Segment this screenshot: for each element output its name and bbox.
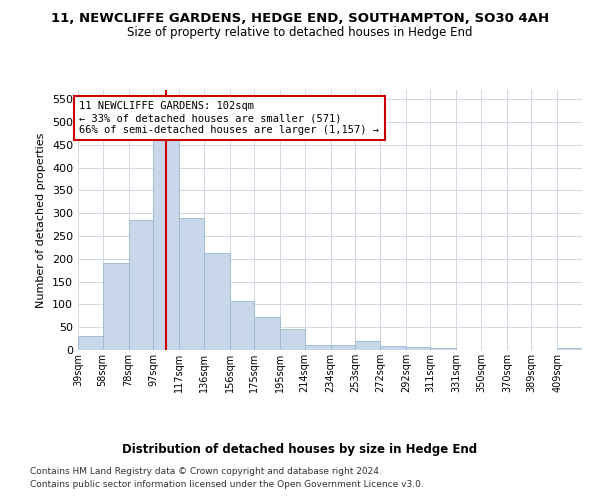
Text: 11, NEWCLIFFE GARDENS, HEDGE END, SOUTHAMPTON, SO30 4AH: 11, NEWCLIFFE GARDENS, HEDGE END, SOUTHA… bbox=[51, 12, 549, 26]
Text: 11 NEWCLIFFE GARDENS: 102sqm
← 33% of detached houses are smaller (571)
66% of s: 11 NEWCLIFFE GARDENS: 102sqm ← 33% of de… bbox=[79, 102, 379, 134]
Bar bbox=[78, 336, 103, 350]
Bar bbox=[254, 317, 280, 350]
Bar bbox=[430, 348, 457, 350]
Bar bbox=[557, 348, 582, 350]
Bar bbox=[406, 347, 430, 350]
Bar bbox=[331, 344, 355, 350]
Text: Distribution of detached houses by size in Hedge End: Distribution of detached houses by size … bbox=[122, 442, 478, 456]
Bar bbox=[128, 220, 153, 350]
Y-axis label: Number of detached properties: Number of detached properties bbox=[37, 132, 46, 308]
Bar bbox=[179, 218, 203, 350]
Bar bbox=[103, 264, 128, 350]
Text: Size of property relative to detached houses in Hedge End: Size of property relative to detached ho… bbox=[127, 26, 473, 39]
Text: Contains public sector information licensed under the Open Government Licence v3: Contains public sector information licen… bbox=[30, 480, 424, 489]
Text: Contains HM Land Registry data © Crown copyright and database right 2024.: Contains HM Land Registry data © Crown c… bbox=[30, 468, 382, 476]
Bar bbox=[305, 344, 331, 350]
Bar bbox=[203, 254, 230, 350]
Bar bbox=[355, 341, 380, 350]
Bar bbox=[280, 330, 305, 350]
Bar bbox=[380, 346, 406, 350]
Bar bbox=[153, 140, 179, 350]
Bar bbox=[230, 300, 254, 350]
